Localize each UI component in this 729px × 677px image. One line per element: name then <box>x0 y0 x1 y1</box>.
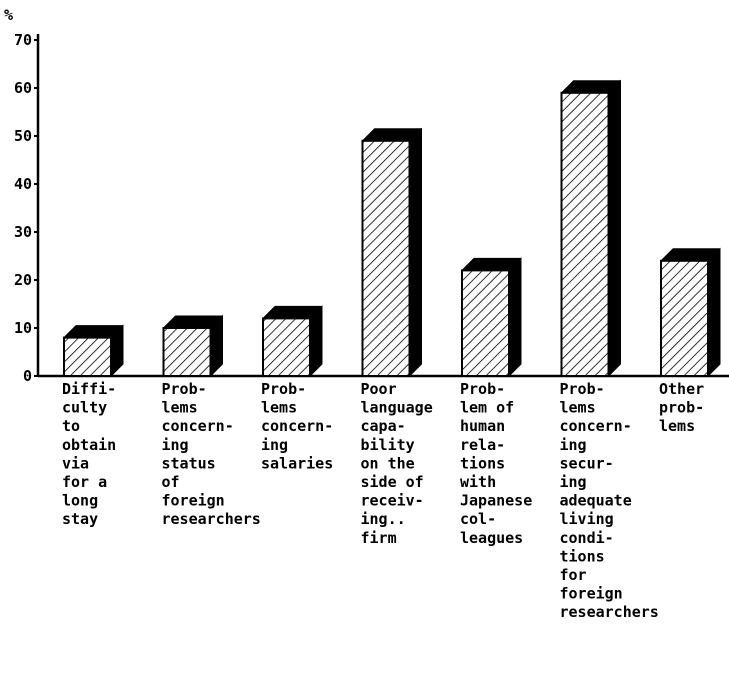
bar <box>560 79 621 378</box>
bar-side <box>508 257 522 378</box>
bar-side <box>409 127 422 378</box>
x-tick-label: Poor language capa-bility on the side of rece… <box>361 380 433 547</box>
x-tick-label: Prob-lem of human rela-tions with Japanese co… <box>460 380 532 547</box>
x-tick-label: Prob-lems concern-ing salaries <box>261 380 333 472</box>
y-tick-label: 70 <box>14 31 32 49</box>
bar <box>262 305 323 378</box>
x-tick-label: Diffi-culty to obtain via for a long stay <box>62 380 116 528</box>
bar-front <box>262 317 311 377</box>
y-tick-label: 0 <box>23 367 32 385</box>
x-tick-label: Prob-lems concern-ing secur-ing adequate liv… <box>560 380 659 621</box>
x-tick-label: Other prob-lems <box>659 380 704 435</box>
bar-front <box>162 327 212 377</box>
bar-side <box>309 305 323 378</box>
x-tick-label: Prob-lems concern-ing status of foreign resea… <box>162 380 261 528</box>
y-tick-label: 10 <box>14 319 32 337</box>
bar <box>461 257 522 378</box>
y-tick-label: 50 <box>14 127 32 145</box>
y-tick-label: 60 <box>14 79 32 97</box>
bar-front <box>461 269 510 377</box>
y-tick-label: 20 <box>14 271 32 289</box>
bar <box>63 324 124 378</box>
bar-front <box>361 139 411 377</box>
bar-front <box>660 259 709 377</box>
y-tick-label: 30 <box>14 223 32 241</box>
y-tick-label: 40 <box>14 175 32 193</box>
bar-front <box>63 336 112 378</box>
bar-front <box>560 91 610 378</box>
bar <box>162 314 223 378</box>
y-axis-label: % <box>4 6 13 24</box>
bar-side <box>608 79 621 378</box>
bar-side <box>707 247 721 378</box>
bar <box>660 247 721 378</box>
bar <box>361 127 422 378</box>
